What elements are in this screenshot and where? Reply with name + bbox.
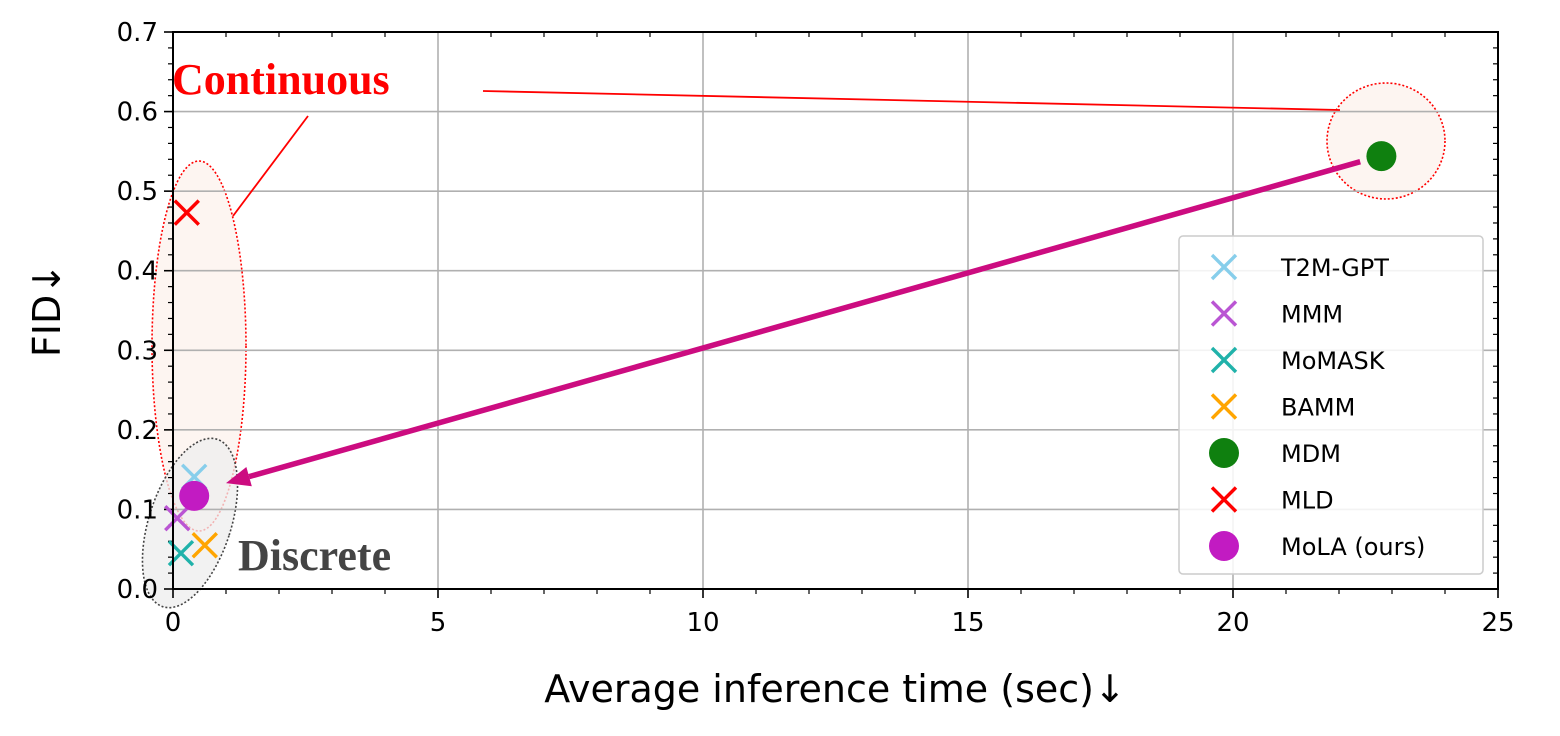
legend-marker-mld xyxy=(1210,486,1238,513)
continuous-cluster-ellipse xyxy=(151,160,247,532)
y-tick-label: 0.6 xyxy=(117,98,158,128)
y-tick-label: 0.2 xyxy=(117,416,158,446)
legend-label: T2M-GPT xyxy=(1280,254,1389,282)
legend: T2M-GPT MMM MoMASK BAMM MDM MLD MoLA (ours) xyxy=(1178,235,1484,575)
arrow-head xyxy=(226,467,252,487)
point-mld xyxy=(173,199,200,226)
continuous-connector-line xyxy=(232,115,309,217)
y-tick-label: 0.5 xyxy=(117,177,158,207)
marker-stroke xyxy=(1210,393,1238,420)
y-tick-label: 0.1 xyxy=(117,495,158,525)
y-tick-label: 0.3 xyxy=(117,336,158,366)
legend-marker-mmm xyxy=(1210,300,1238,327)
y-tick-label: 0.7 xyxy=(117,18,158,48)
legend-marker-momask xyxy=(1210,346,1238,374)
continuous-connector-line xyxy=(482,90,1341,111)
legend-marker-t2m-gpt xyxy=(1210,253,1238,281)
legend-marker-bamm xyxy=(1210,393,1238,420)
arrow-shaft xyxy=(248,159,1361,480)
legend-label: MLD xyxy=(1281,487,1334,515)
legend-label: MMM xyxy=(1281,301,1343,329)
legend-marker-mola-ours xyxy=(1209,531,1239,561)
x-tick-label: 20 xyxy=(1216,608,1249,638)
marker-stroke xyxy=(164,504,191,532)
legend-marker-mdm xyxy=(1209,438,1239,468)
legend-label: MDM xyxy=(1281,440,1341,468)
x-tick-label: 15 xyxy=(951,608,984,638)
marker-stroke xyxy=(1210,300,1238,327)
y-axis-label: FID↓ xyxy=(25,263,69,357)
marker-stroke xyxy=(173,199,200,226)
y-tick-label: 0.0 xyxy=(117,575,158,605)
continuous-annotation: Continuous xyxy=(172,55,390,104)
marker-stroke xyxy=(191,532,219,559)
discrete-cluster-ellipse xyxy=(141,437,239,609)
legend-box xyxy=(1178,235,1484,575)
legend-label: BAMM xyxy=(1281,394,1355,422)
ticks: 0 5 10 15 20 25 0.0 0.1 0.2 0.3 0.4 0.5 0.6 0.7 xyxy=(117,18,1515,638)
legend-label: MoMASK xyxy=(1281,347,1386,375)
x-tick-label: 0 xyxy=(165,608,182,638)
mdm-cluster-ellipse xyxy=(1326,82,1446,200)
data-points xyxy=(164,141,1397,567)
y-tick-label: 0.4 xyxy=(117,257,158,287)
legend-label: MoLA (ours) xyxy=(1281,533,1425,561)
annotations xyxy=(226,90,1361,487)
x-tick-label: 25 xyxy=(1481,608,1514,638)
point-mmm xyxy=(164,504,191,532)
discrete-annotation: Discrete xyxy=(238,531,391,580)
x-axis-label: Average inference time (sec)↓ xyxy=(544,667,1126,711)
marker-stroke xyxy=(1210,486,1238,513)
point-mdm xyxy=(1366,141,1397,172)
x-tick-label: 5 xyxy=(430,608,447,638)
plot-frame xyxy=(172,31,1499,590)
point-mola-ours xyxy=(179,480,210,511)
point-bamm xyxy=(191,532,219,559)
marker-stroke xyxy=(1210,346,1238,374)
x-tick-label: 10 xyxy=(686,608,719,638)
marker-stroke xyxy=(1210,253,1238,281)
